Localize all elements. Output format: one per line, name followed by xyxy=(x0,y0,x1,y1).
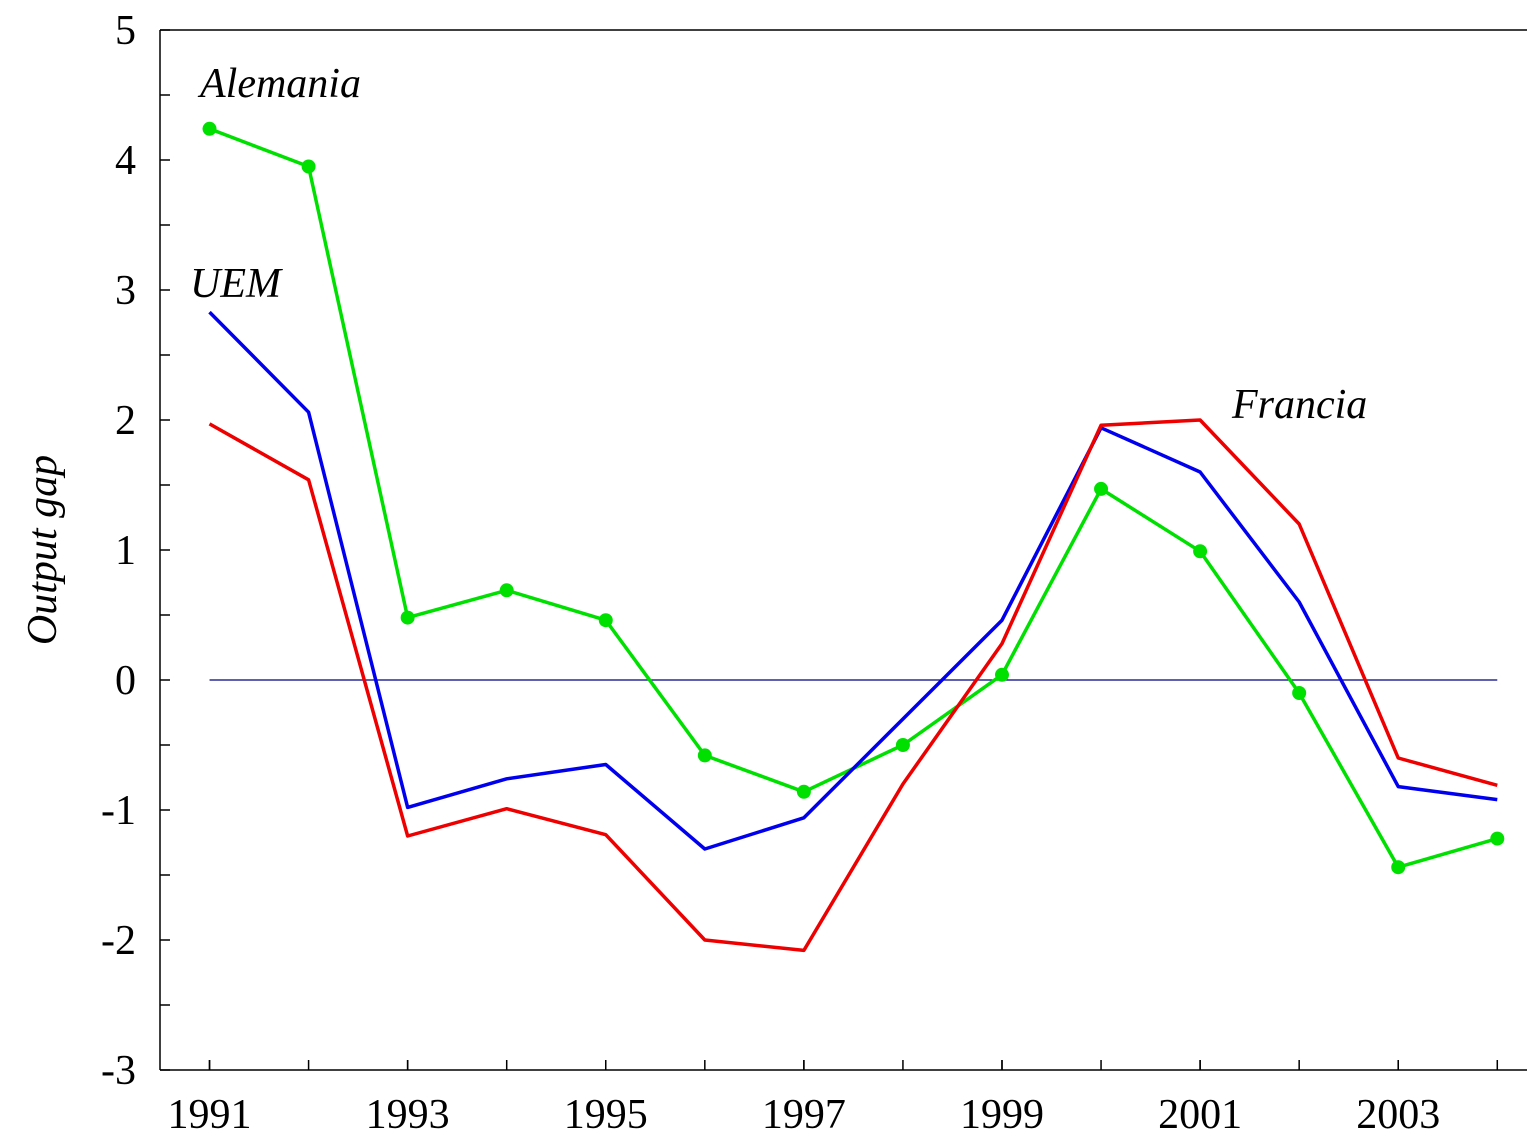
series-marker xyxy=(499,583,514,598)
series-line xyxy=(208,127,1498,869)
series-marker xyxy=(1490,831,1505,846)
series-marker xyxy=(301,159,316,174)
y-tick-label: 2 xyxy=(115,398,136,444)
x-tick-label: 2001 xyxy=(1158,1092,1242,1138)
series-marker xyxy=(796,784,811,799)
series-marker xyxy=(895,738,910,752)
series-line xyxy=(208,310,1498,851)
y-axis-label: Output gap xyxy=(20,455,66,645)
series-marker xyxy=(400,610,415,625)
series-marker xyxy=(1094,481,1109,496)
series-marker xyxy=(598,613,613,628)
y-tick-label: -1 xyxy=(101,788,136,834)
series-line xyxy=(208,418,1498,953)
series-label: Francia xyxy=(1231,382,1367,428)
series-marker xyxy=(1193,544,1208,559)
x-tick-label: 1999 xyxy=(960,1092,1044,1138)
y-tick-label: 5 xyxy=(115,8,136,54)
y-tick-label: -2 xyxy=(101,918,136,964)
y-tick-label: 1 xyxy=(115,528,136,574)
x-tick-label: 1997 xyxy=(762,1092,846,1138)
x-tick-label: 1993 xyxy=(366,1092,450,1138)
x-tick-label: 1991 xyxy=(168,1092,252,1138)
y-tick-label: 3 xyxy=(115,268,136,314)
y-tick-label: -3 xyxy=(101,1048,136,1094)
series-marker xyxy=(697,748,712,763)
series-label: Alemania xyxy=(197,61,361,107)
x-tick-label: 2003 xyxy=(1356,1092,1440,1138)
series-marker xyxy=(1292,686,1307,700)
series-label: UEM xyxy=(190,261,283,307)
x-tick-label: 1995 xyxy=(564,1092,648,1138)
y-tick-label: 4 xyxy=(115,138,136,184)
series-marker xyxy=(202,121,217,136)
series-marker xyxy=(994,667,1009,682)
series-marker xyxy=(1391,860,1406,875)
y-tick-label: 0 xyxy=(115,658,136,704)
